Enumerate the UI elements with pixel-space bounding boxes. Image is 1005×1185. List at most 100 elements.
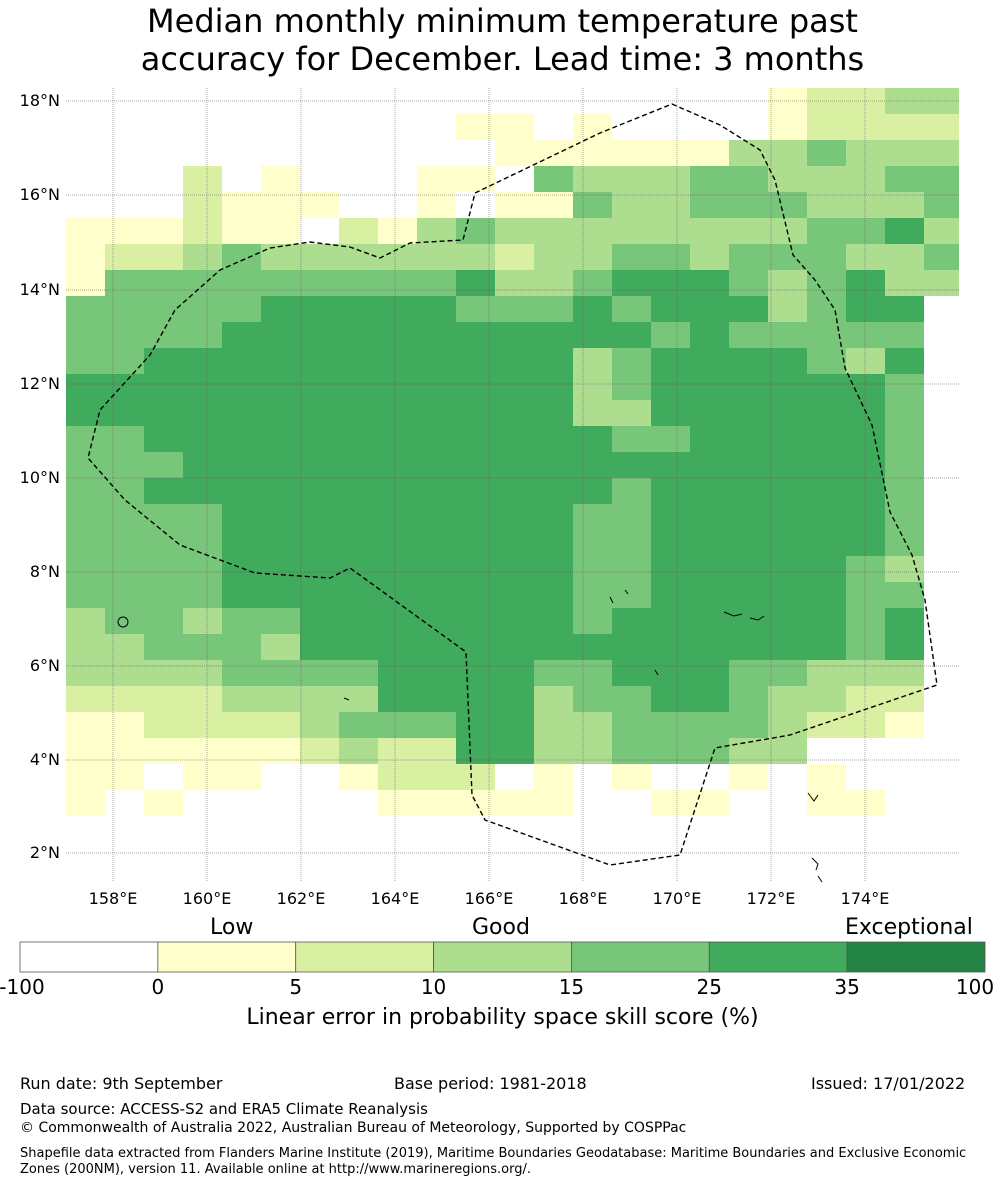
grid-cell [690, 504, 729, 530]
grid-cell [768, 426, 807, 452]
grid-cell [456, 608, 495, 634]
grid-cell [885, 296, 924, 322]
grid-cell [885, 348, 924, 374]
grid-cell [261, 348, 300, 374]
grid-cell [846, 426, 885, 452]
grid-cell [417, 530, 456, 556]
grid-cell [105, 452, 144, 478]
grid-cell [417, 634, 456, 660]
grid-cell [573, 660, 612, 686]
grid-cell [651, 790, 690, 816]
grid-cell [456, 582, 495, 608]
grid-cell [183, 374, 222, 400]
longitude-label: 170°E [652, 889, 702, 908]
grid-cell [456, 114, 495, 140]
grid-cell [885, 374, 924, 400]
grid-cell [807, 712, 846, 738]
grid-cell [300, 530, 339, 556]
grid-cell [66, 738, 105, 764]
grid-cell [846, 504, 885, 530]
grid-cell [417, 478, 456, 504]
grid-cell [222, 712, 261, 738]
grid-cell [378, 244, 417, 270]
colorbar-tick-label: -100 [0, 975, 45, 999]
grid-cell [807, 192, 846, 218]
grid-cell [651, 478, 690, 504]
grid-cell [456, 374, 495, 400]
grid-cell [222, 530, 261, 556]
grid-cell [183, 322, 222, 348]
grid-cell [807, 296, 846, 322]
grid-cell [339, 582, 378, 608]
grid-cell [417, 556, 456, 582]
grid-cell [339, 296, 378, 322]
grid-cell [924, 88, 959, 114]
grid-cell [105, 738, 144, 764]
grid-cell [573, 192, 612, 218]
grid-cell [144, 660, 183, 686]
grid-cell [924, 114, 959, 140]
latitude-label: 12°N [19, 374, 60, 393]
grid-cell [417, 452, 456, 478]
grid-cell [612, 400, 651, 426]
grid-cell [456, 296, 495, 322]
grid-cell [768, 634, 807, 660]
grid-cell [339, 712, 378, 738]
grid-cell [339, 452, 378, 478]
grid-cell [183, 712, 222, 738]
grid-cell [456, 686, 495, 712]
grid-cell [183, 244, 222, 270]
grid-cell [456, 218, 495, 244]
grid-cell [807, 582, 846, 608]
grid-cell [417, 582, 456, 608]
shapefile-credit: Shapefile data extracted from Flanders M… [20, 1146, 967, 1177]
grid-cell [495, 504, 534, 530]
grid-cell [378, 296, 417, 322]
grid-cell [495, 478, 534, 504]
grid-cell [573, 270, 612, 296]
grid-cell [651, 192, 690, 218]
colorbar-word-exceptional: Exceptional [845, 915, 973, 940]
grid-cell [456, 322, 495, 348]
grid-cell [807, 530, 846, 556]
grid-cell [612, 322, 651, 348]
grid-cell [651, 244, 690, 270]
grid-cell [690, 686, 729, 712]
grid-cell [651, 556, 690, 582]
grid-cell [534, 270, 573, 296]
grid-cell [768, 556, 807, 582]
longitude-label: 172°E [746, 889, 796, 908]
grid-cell [339, 374, 378, 400]
grid-cell [300, 504, 339, 530]
grid-cell [651, 738, 690, 764]
grid-cell [534, 166, 573, 192]
grid-cell [729, 452, 768, 478]
grid-cell [534, 634, 573, 660]
grid-cell [339, 348, 378, 374]
grid-cell [456, 530, 495, 556]
grid-cell [612, 140, 651, 166]
grid-cell [690, 634, 729, 660]
grid-cell [690, 218, 729, 244]
grid-cell [222, 608, 261, 634]
grid-cell [261, 296, 300, 322]
longitude-label: 162°E [276, 889, 326, 908]
grid-cell [690, 244, 729, 270]
grid-cell [573, 322, 612, 348]
grid-cell [768, 530, 807, 556]
grid-cell [495, 738, 534, 764]
grid-cell [690, 738, 729, 764]
grid-cell [846, 244, 885, 270]
grid-cell [612, 348, 651, 374]
colorbar-word-good: Good [472, 915, 530, 940]
grid-cell [573, 686, 612, 712]
grid-cell [105, 426, 144, 452]
grid-cell [339, 322, 378, 348]
grid-cell [378, 660, 417, 686]
grid-cell [300, 296, 339, 322]
grid-cell [807, 374, 846, 400]
grid-cell [885, 140, 924, 166]
grid-cell [300, 660, 339, 686]
grid-cell [690, 374, 729, 400]
grid-cell [924, 244, 959, 270]
